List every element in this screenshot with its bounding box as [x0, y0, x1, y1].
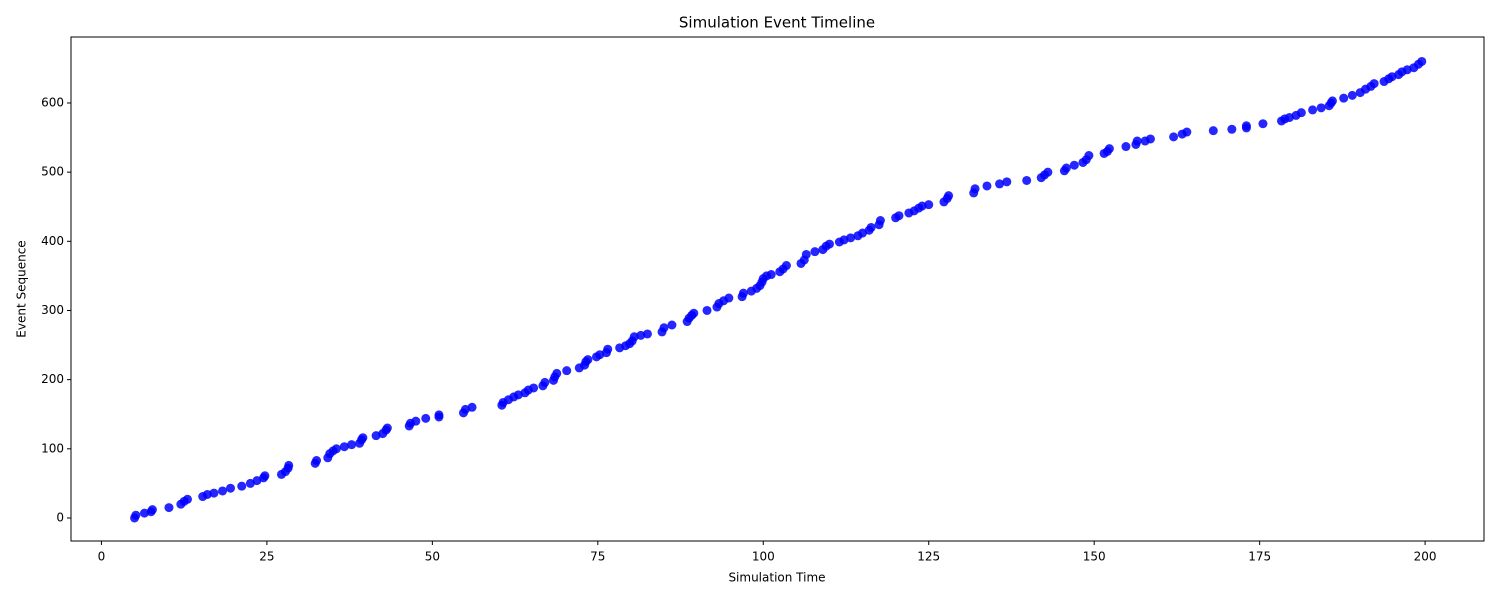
y-tick-label: 0	[56, 510, 64, 524]
point	[875, 216, 885, 226]
point	[312, 456, 322, 466]
point	[131, 510, 141, 520]
point	[766, 270, 776, 280]
point	[1258, 119, 1268, 129]
point	[147, 505, 157, 515]
plot-frame	[70, 36, 1485, 542]
point	[284, 460, 294, 470]
point	[347, 440, 357, 450]
point	[724, 293, 734, 303]
point	[1316, 103, 1326, 113]
x-tick-label: 75	[590, 550, 605, 564]
point	[529, 383, 539, 393]
point	[1061, 163, 1071, 173]
point	[1121, 142, 1131, 152]
point	[562, 366, 572, 376]
point	[781, 261, 791, 271]
point	[583, 355, 593, 365]
point	[659, 323, 669, 333]
point	[1084, 151, 1094, 161]
point	[1227, 124, 1237, 134]
y-tick-label: 600	[41, 95, 64, 109]
y-tick-label: 100	[41, 441, 64, 455]
point	[702, 305, 712, 315]
x-tick-label: 25	[259, 550, 274, 564]
point	[995, 179, 1005, 189]
point	[1182, 127, 1192, 137]
point	[1208, 126, 1218, 136]
point	[209, 488, 219, 498]
point	[1022, 175, 1032, 185]
point	[434, 410, 444, 420]
y-axis-label: Event Sequence	[15, 240, 29, 337]
point	[642, 329, 652, 339]
point	[1241, 121, 1251, 131]
y-tick-label: 400	[41, 234, 64, 248]
point	[1104, 144, 1114, 154]
y-tick-label: 200	[41, 372, 64, 386]
point	[260, 471, 270, 481]
x-axis-label: Simulation Time	[728, 571, 825, 585]
point	[164, 503, 174, 513]
point	[237, 481, 247, 491]
point	[540, 377, 550, 387]
chart-title: Simulation Event Timeline	[679, 14, 875, 32]
point	[1296, 108, 1306, 118]
x-tick-label: 150	[1083, 550, 1106, 564]
point	[738, 288, 748, 298]
point	[1069, 160, 1079, 170]
point	[801, 249, 811, 259]
x-tick-label: 50	[425, 550, 440, 564]
point	[218, 486, 228, 496]
point	[1339, 93, 1349, 103]
point	[1145, 134, 1155, 144]
point	[339, 442, 349, 452]
point	[846, 233, 856, 243]
x-tick-label: 125	[917, 550, 940, 564]
point	[667, 320, 677, 330]
point	[810, 247, 820, 257]
point	[1169, 132, 1179, 142]
point	[866, 222, 876, 232]
point	[1043, 167, 1053, 177]
point	[970, 184, 980, 194]
point	[944, 191, 954, 201]
point	[1132, 136, 1142, 146]
point	[411, 416, 421, 426]
point	[1347, 90, 1357, 100]
point	[552, 368, 562, 378]
y-tick-label: 300	[41, 303, 64, 317]
x-tick-label: 175	[1248, 550, 1271, 564]
point	[358, 433, 368, 443]
point	[689, 308, 699, 318]
point	[182, 494, 192, 504]
point	[924, 200, 934, 210]
point	[331, 444, 341, 454]
point	[894, 211, 904, 221]
x-tick-label: 200	[1414, 550, 1437, 564]
point	[1417, 56, 1427, 66]
y-tick-label: 500	[41, 165, 64, 179]
point	[382, 423, 392, 433]
x-tick-label: 100	[752, 550, 775, 564]
point	[1308, 105, 1318, 115]
point	[421, 413, 431, 423]
point	[982, 181, 992, 191]
point	[1327, 96, 1337, 106]
point	[603, 344, 613, 354]
point	[824, 239, 834, 249]
x-tick-label: 0	[98, 550, 106, 564]
point	[1369, 79, 1379, 89]
point	[1002, 177, 1012, 187]
point	[467, 402, 477, 412]
point	[226, 483, 236, 493]
